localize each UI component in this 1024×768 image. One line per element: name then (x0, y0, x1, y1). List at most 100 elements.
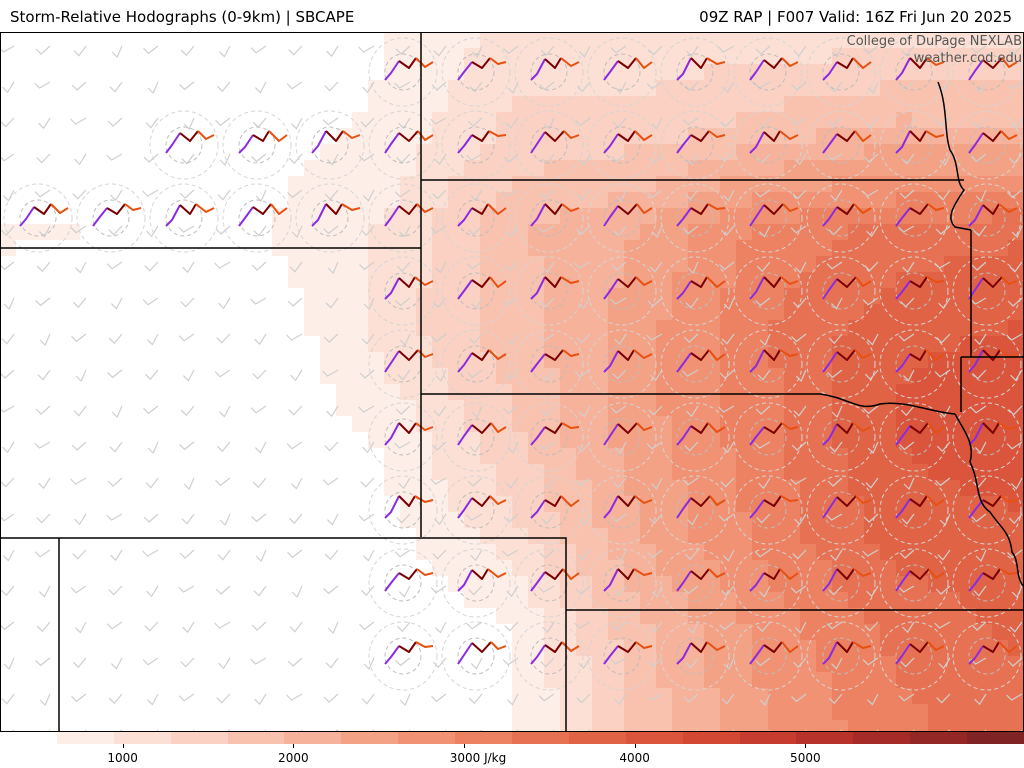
cape-cell (320, 224, 337, 241)
cape-cell (112, 224, 129, 241)
cape-cell (736, 304, 753, 321)
cape-cell (832, 80, 849, 97)
wind-barb (327, 621, 339, 635)
cape-cell (688, 704, 705, 721)
wind-barb (181, 153, 195, 165)
cape-cell (448, 80, 465, 97)
hodograph-trace (341, 203, 361, 211)
cape-cell (736, 640, 753, 657)
wind-barb (615, 189, 627, 203)
colorbar-tick (464, 744, 465, 748)
cape-cell (400, 576, 417, 593)
cape-cell (80, 208, 97, 225)
cape-cell (512, 160, 529, 177)
cape-cell (384, 176, 401, 193)
hodograph-trace (544, 130, 565, 142)
cape-cell (768, 544, 785, 561)
hodograph-trace (676, 57, 692, 81)
wind-barb (939, 513, 951, 527)
wind-barb (432, 297, 447, 309)
cape-cell (720, 608, 737, 625)
wind-barb (972, 369, 987, 380)
cape-cell (320, 80, 337, 97)
cape-cell (784, 512, 801, 529)
hodograph-trace (471, 130, 490, 142)
cape-cell (912, 528, 929, 545)
cape-cell (720, 352, 737, 369)
wind-barb (394, 81, 411, 89)
cape-cell (704, 688, 721, 705)
cape-cell (640, 624, 657, 641)
wind-barb (756, 621, 771, 633)
cape-cell (272, 288, 289, 305)
cape-cell (976, 544, 993, 561)
colorbar-tick-labels: 1000 2000 3000 J/kg 4000 5000 (0, 744, 1024, 768)
cape-cell (816, 560, 833, 577)
cape-cell (736, 256, 753, 273)
cape-cell (32, 256, 49, 273)
cape-cell (272, 256, 289, 273)
cape-cell (448, 336, 465, 353)
cape-cell (928, 368, 945, 385)
wind-barb (111, 45, 123, 59)
cape-cell (288, 192, 305, 209)
cape-cell (512, 352, 529, 369)
cape-cell (368, 496, 385, 513)
cape-cell (640, 176, 657, 193)
cape-cell (992, 96, 1009, 113)
state-border (0, 537, 567, 732)
cape-cell (704, 416, 721, 433)
wind-barb (1011, 225, 1023, 239)
wind-barb (398, 225, 411, 238)
cape-cell (528, 256, 545, 273)
cape-cell (320, 448, 337, 465)
cape-cell (944, 304, 961, 321)
cape-cell (928, 272, 945, 289)
cape-cell (448, 560, 465, 577)
cape-cell (832, 704, 849, 721)
wind-barb (542, 621, 555, 634)
cape-cell (736, 224, 753, 241)
cape-cell (720, 480, 737, 497)
hodograph-trace (779, 349, 799, 357)
hodograph-ring-outer (441, 256, 511, 326)
cape-cell (432, 272, 449, 289)
cape-cell (880, 368, 897, 385)
wind-barb (614, 441, 627, 454)
cape-cell (320, 128, 337, 145)
cape-cell (800, 672, 817, 689)
hodograph-trace (544, 495, 562, 507)
hodograph-ring-inner (895, 345, 933, 383)
map-canvas[interactable] (0, 32, 1024, 732)
hodograph-trace (982, 276, 1003, 288)
hodograph-trace (836, 57, 854, 69)
cape-cell (912, 688, 929, 705)
cape-cell (272, 128, 289, 145)
wind-barb (971, 513, 987, 523)
wind-barb (972, 117, 987, 129)
cape-cell (784, 336, 801, 353)
cape-cell (880, 384, 897, 401)
wind-barb (684, 549, 699, 561)
cape-cell (704, 480, 721, 497)
wind-barb (361, 693, 375, 705)
hodograph-trace (909, 422, 929, 434)
cape-cell (608, 368, 625, 385)
cape-cell (0, 176, 17, 193)
hodograph-ring-outer (587, 475, 657, 545)
cape-cell (528, 656, 545, 673)
map-panel[interactable]: College of DuPage NEXLAB weather.cod.edu (0, 32, 1024, 732)
cape-cell (448, 720, 465, 732)
cape-cell (848, 336, 865, 353)
cape-cell (1008, 496, 1024, 513)
cape-cell (624, 288, 641, 305)
cape-cell (448, 256, 465, 273)
wind-barb (1008, 45, 1023, 56)
cape-cell (176, 256, 193, 273)
cape-cell (432, 144, 449, 161)
wind-barb (900, 657, 915, 668)
cape-cell (592, 672, 609, 689)
hodograph-ring-outer (879, 402, 949, 472)
hodograph-ring-inner (822, 345, 860, 383)
hodograph-ring-inner (603, 126, 641, 164)
